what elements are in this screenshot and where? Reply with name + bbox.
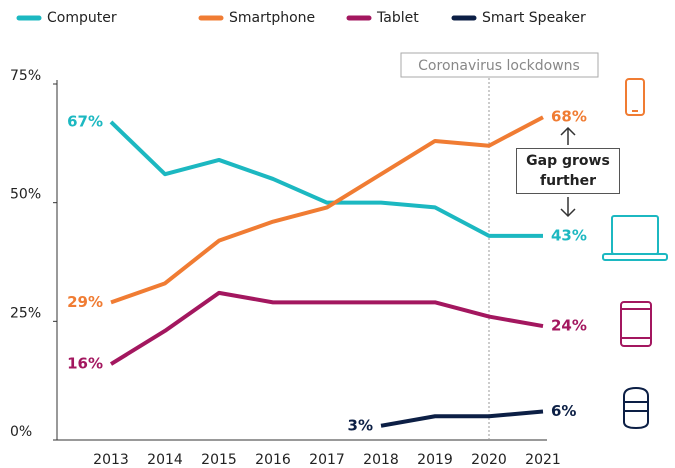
- series-line: [109, 290, 544, 366]
- legend-label: Smart Speaker: [482, 10, 586, 26]
- value-label: 6%: [551, 402, 576, 420]
- y-tick-label: 50%: [10, 187, 41, 203]
- y-tick-label: 0%: [10, 424, 32, 440]
- annotation: Gap grows further: [516, 148, 620, 194]
- x-tick-label: 2015: [201, 452, 237, 468]
- x-tick-label: 2021: [525, 452, 561, 468]
- series-line: [109, 120, 543, 238]
- value-label: 43%: [551, 226, 587, 244]
- value-label: 24%: [551, 317, 587, 335]
- x-tick-label: 2014: [147, 452, 183, 468]
- value-label: 29%: [67, 293, 103, 311]
- x-tick-label: 2013: [93, 452, 129, 468]
- x-tick-label: 2020: [471, 452, 507, 468]
- series-line: [380, 409, 544, 428]
- y-tick-label: 75%: [10, 68, 41, 84]
- x-tick-label: 2017: [309, 452, 345, 468]
- x-tick-label: 2018: [363, 452, 399, 468]
- plot: 0% 25% 50% 75% 2013 2014 2015 2016 2017 2018 2019 2…: [10, 10, 599, 468]
- gap-arrows: [560, 126, 576, 218]
- value-label: 68%: [551, 108, 587, 126]
- x-tick-label: 2019: [417, 452, 453, 468]
- value-label: 3%: [348, 416, 373, 434]
- legend-label: Computer: [47, 10, 117, 26]
- value-label: 16%: [67, 355, 103, 373]
- annotation: Coronavirus lockdowns: [418, 58, 580, 74]
- x-tick-label: 2016: [255, 452, 291, 468]
- legend-label: Smartphone: [229, 10, 315, 26]
- series-line: [110, 115, 544, 305]
- value-label: 67%: [67, 112, 103, 130]
- legend-label: Tablet: [376, 10, 419, 26]
- y-tick-label: 25%: [10, 305, 41, 321]
- annotation-box: [400, 52, 599, 78]
- icons: [602, 78, 668, 430]
